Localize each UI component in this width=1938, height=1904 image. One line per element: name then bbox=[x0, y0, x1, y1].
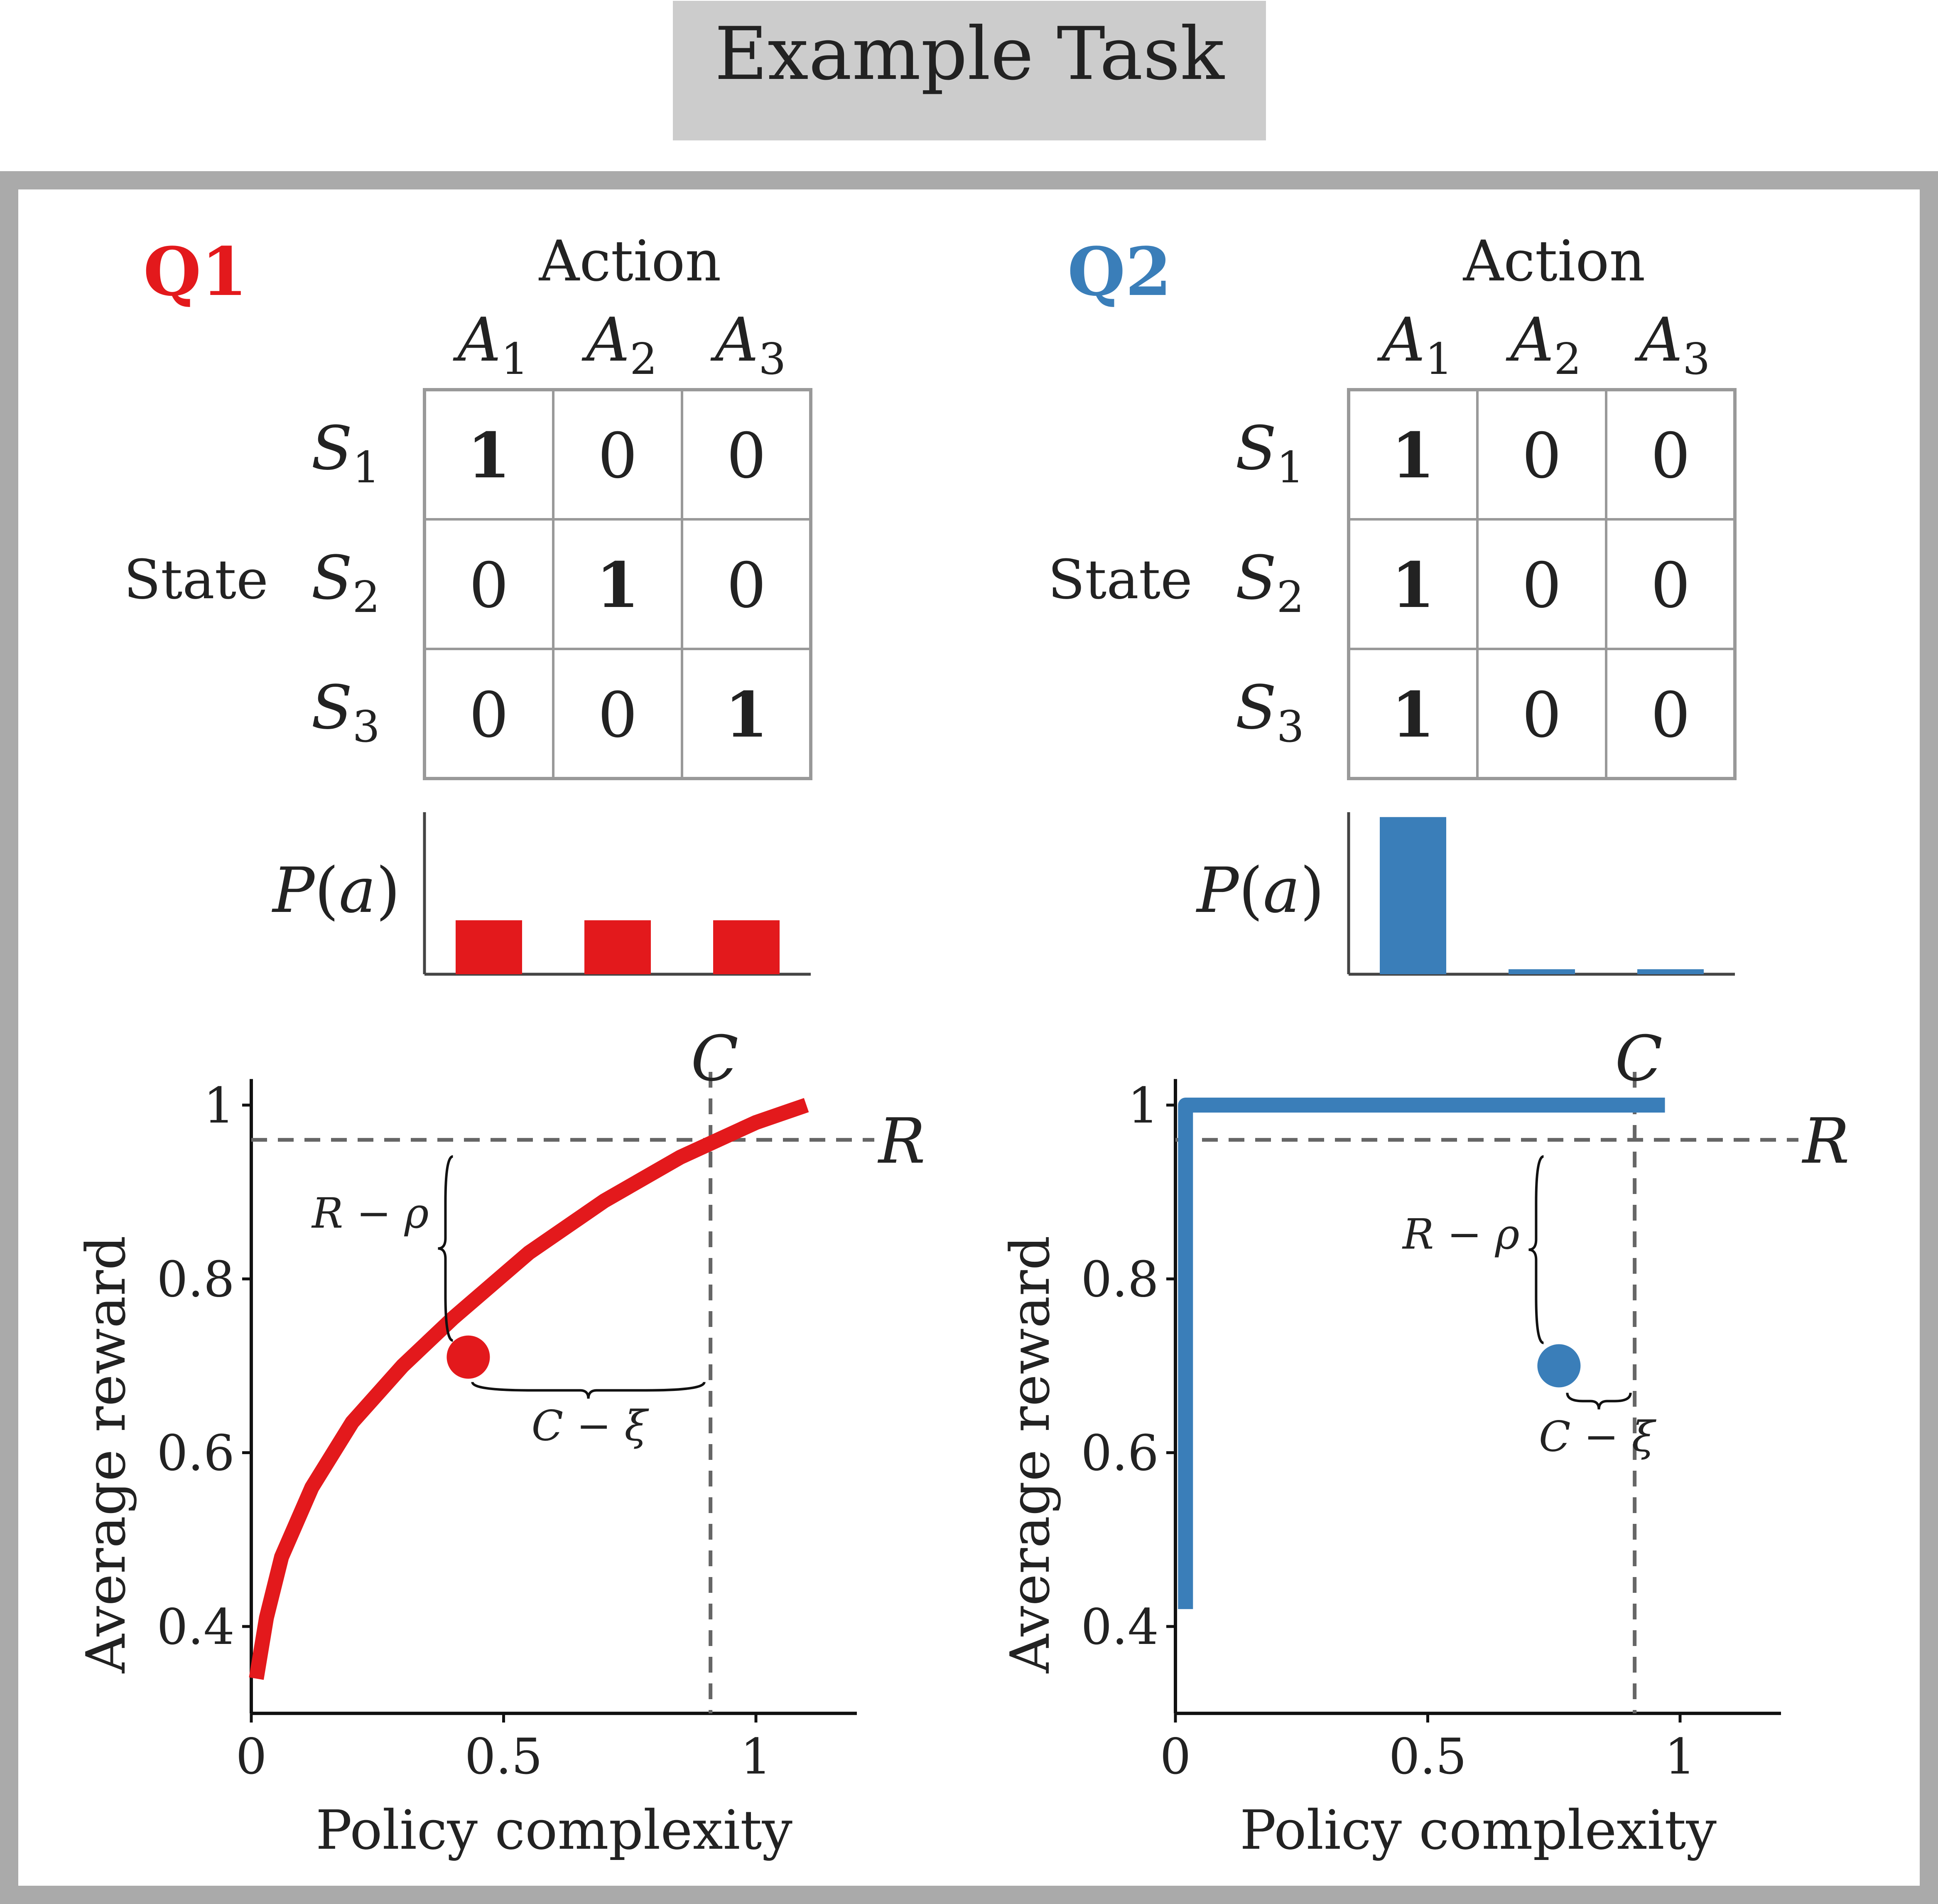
marginal-label: P(a) bbox=[271, 855, 400, 927]
panel-q1: Q1 Action State A1 A2 A3 S1 S2 S3 1 0 0 0 1 0 0 0 1 P(a) 0 0… bbox=[74, 228, 925, 1862]
y-tick-label: 0.4 bbox=[157, 1598, 235, 1656]
panel-label-q1: Q1 bbox=[143, 233, 248, 311]
r-gap-brace bbox=[438, 1155, 454, 1342]
row-header-state: State bbox=[1048, 548, 1192, 611]
table-cell-s3-a2: 0 bbox=[1522, 679, 1561, 752]
y-tick-label: 0.6 bbox=[157, 1425, 235, 1482]
row-label-s2: S2 bbox=[311, 543, 380, 622]
row-header-state: State bbox=[124, 548, 268, 611]
column-label-a3: A3 bbox=[1634, 305, 1710, 384]
policy-point bbox=[446, 1335, 490, 1379]
figure-title: Example Task bbox=[714, 12, 1225, 96]
marginal-bar-a2 bbox=[1509, 969, 1575, 974]
x-tick-label: 1 bbox=[1664, 1728, 1695, 1785]
x-axis-label: Policy complexity bbox=[316, 1798, 792, 1862]
reward-complexity-curve bbox=[1178, 1098, 1665, 1609]
c-gap-label: C − ξ bbox=[1539, 1413, 1657, 1461]
marginal-bar-a3 bbox=[1637, 969, 1704, 974]
x-axis-label: Policy complexity bbox=[1240, 1798, 1717, 1862]
marginal-bar-a3 bbox=[713, 920, 780, 974]
r-reference-label: R bbox=[1801, 1106, 1850, 1178]
column-label-a1: A1 bbox=[1376, 305, 1452, 384]
table-cell-s1-a3: 0 bbox=[1651, 420, 1690, 492]
table-cell-s2-a2: 0 bbox=[1522, 550, 1561, 622]
r-gap-label: R − ρ bbox=[311, 1189, 429, 1238]
title-box bbox=[673, 1, 1266, 140]
row-label-s3: S3 bbox=[311, 673, 380, 752]
table-cell-s3-a3: 1 bbox=[725, 678, 768, 752]
y-tick-label: 0.4 bbox=[1081, 1598, 1159, 1656]
column-label-a2: A2 bbox=[1505, 305, 1581, 384]
c-gap-label: C − ξ bbox=[532, 1402, 650, 1450]
panel-q2: Q2 Action State A1 A2 A3 S1 S2 S3 1 0 0 1 0 0 1 0 0 P(a) 0 0… bbox=[998, 228, 1850, 1862]
column-label-a3: A3 bbox=[710, 305, 786, 384]
row-label-s2: S2 bbox=[1235, 543, 1304, 622]
table-cell-s1-a1: 1 bbox=[467, 419, 510, 492]
table-cell-s2-a1: 1 bbox=[1391, 549, 1435, 622]
table-cell-s3-a2: 0 bbox=[598, 679, 637, 752]
x-tick-label: 0 bbox=[1160, 1728, 1191, 1785]
table-cell-s1-a3: 0 bbox=[726, 420, 766, 492]
reward-complexity-curve bbox=[249, 1098, 809, 1680]
x-tick-label: 0.5 bbox=[1389, 1728, 1467, 1785]
policy-point bbox=[1537, 1344, 1581, 1388]
column-label-a1: A1 bbox=[452, 305, 528, 384]
marginal-bar-a2 bbox=[584, 920, 651, 974]
x-tick-label: 1 bbox=[740, 1728, 771, 1785]
y-axis-label: Average reward bbox=[998, 1236, 1062, 1673]
x-tick-label: 0.5 bbox=[465, 1728, 543, 1785]
y-axis-label: Average reward bbox=[74, 1236, 137, 1673]
c-gap-brace bbox=[1566, 1393, 1632, 1410]
marginal-bar-a1 bbox=[456, 920, 522, 974]
y-tick-label: 0.8 bbox=[157, 1250, 235, 1308]
row-label-s1: S1 bbox=[311, 413, 380, 493]
table-cell-s1-a2: 0 bbox=[1522, 420, 1561, 492]
panel-label-q2: Q2 bbox=[1067, 233, 1172, 311]
table-cell-s3-a1: 0 bbox=[469, 679, 508, 752]
table-cell-s2-a2: 1 bbox=[596, 549, 639, 622]
row-label-s3: S3 bbox=[1235, 673, 1304, 752]
r-gap-label: R − ρ bbox=[1402, 1210, 1520, 1259]
y-tick-label: 1 bbox=[1128, 1077, 1159, 1134]
table-cell-s1-a1: 1 bbox=[1391, 419, 1435, 492]
r-gap-brace bbox=[1528, 1155, 1544, 1344]
outer-frame bbox=[0, 171, 1938, 1904]
column-header-action: Action bbox=[1463, 228, 1646, 294]
marginal-bar-a1 bbox=[1380, 817, 1446, 974]
table-frame bbox=[423, 388, 812, 780]
column-label-a2: A2 bbox=[581, 305, 657, 384]
c-gap-brace bbox=[471, 1381, 706, 1399]
c-reference-label: C bbox=[1615, 1023, 1663, 1095]
y-tick-label: 0.6 bbox=[1081, 1425, 1159, 1482]
table-cell-s2-a3: 0 bbox=[726, 550, 766, 622]
row-label-s1: S1 bbox=[1235, 413, 1304, 493]
marginal-label: P(a) bbox=[1195, 855, 1324, 927]
x-tick-label: 0 bbox=[236, 1728, 267, 1785]
table-cell-s1-a2: 0 bbox=[598, 420, 637, 492]
table-cell-s3-a3: 0 bbox=[1651, 679, 1690, 752]
y-tick-label: 0.8 bbox=[1081, 1250, 1159, 1308]
y-tick-label: 1 bbox=[204, 1077, 235, 1134]
c-reference-label: C bbox=[691, 1023, 738, 1095]
column-header-action: Action bbox=[539, 228, 721, 294]
table-cell-s2-a3: 0 bbox=[1651, 550, 1690, 622]
table-cell-s2-a1: 0 bbox=[469, 550, 508, 622]
r-reference-label: R bbox=[877, 1106, 925, 1178]
table-frame bbox=[1347, 388, 1737, 780]
table-cell-s3-a1: 1 bbox=[1391, 678, 1435, 752]
